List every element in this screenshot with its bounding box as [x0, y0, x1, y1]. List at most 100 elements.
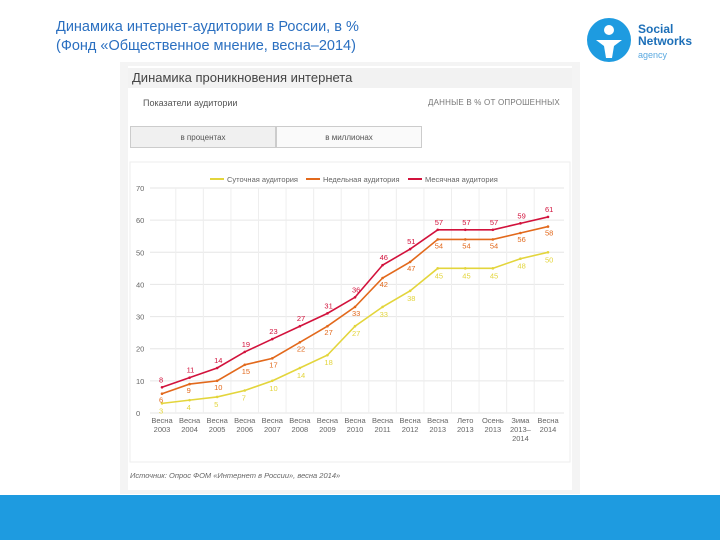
data-label: 33 — [352, 309, 360, 318]
data-label: 27 — [352, 329, 360, 338]
data-label: 18 — [324, 358, 332, 367]
data-label: 8 — [159, 375, 163, 384]
point — [215, 395, 219, 399]
legend-label: Суточная аудитория — [227, 175, 298, 184]
note-left: Показатели аудитории — [143, 98, 238, 108]
point — [519, 231, 522, 235]
data-label: 57 — [462, 218, 470, 227]
logo-name: Social Networks — [638, 22, 693, 48]
point — [353, 295, 357, 299]
subtitle: (Фонд «Общественное мнение, весна–2014) — [56, 38, 356, 54]
x-tick-label: Весна 2014 — [537, 416, 559, 434]
point — [160, 385, 164, 389]
tab[interactable]: в процентах — [130, 126, 276, 148]
point — [408, 289, 412, 293]
y-tick-label: 40 — [136, 280, 144, 289]
y-tick-label: 50 — [136, 248, 144, 257]
y-tick-label: 10 — [136, 377, 144, 386]
data-label: 6 — [159, 396, 163, 405]
data-label: 61 — [545, 205, 553, 214]
point — [463, 228, 467, 232]
point — [243, 389, 247, 392]
point — [215, 366, 219, 370]
note-right: ДАННЫЕ В % ОТ ОПРОШЕННЫХ — [428, 98, 560, 107]
x-tick-label: Весна 2003 — [151, 416, 173, 434]
point — [188, 382, 191, 386]
data-label: 45 — [435, 271, 443, 280]
point — [243, 350, 247, 354]
data-label: 17 — [269, 360, 277, 369]
data-label: 38 — [407, 294, 415, 303]
point — [491, 228, 495, 232]
x-tick-label: Лето 2013 — [456, 416, 474, 434]
data-label: 50 — [545, 255, 553, 264]
logo-text: Social Networks — [638, 23, 698, 47]
point — [298, 366, 302, 370]
x-tick-label: Осень 2013 — [481, 416, 504, 434]
point — [326, 312, 329, 315]
data-label: 57 — [435, 218, 443, 227]
tab[interactable]: в миллионах — [276, 126, 422, 148]
data-label: 5 — [214, 400, 218, 409]
x-tick-label: Весна 2004 — [178, 416, 201, 434]
logo-sub: agency — [638, 50, 668, 60]
legend-label: Месячная аудитория — [425, 175, 498, 184]
point — [436, 238, 440, 241]
source: Источник: Опрос ФОМ «Интернет в России»,… — [130, 471, 341, 480]
y-tick-label: 0 — [136, 409, 140, 418]
data-label: 9 — [187, 386, 191, 395]
x-tick-label: Весна 2007 — [261, 416, 283, 434]
point — [546, 215, 550, 219]
point — [188, 376, 191, 379]
data-label: 7 — [242, 394, 246, 403]
point — [326, 324, 329, 328]
y-tick-label: 30 — [136, 313, 144, 322]
data-label: 15 — [242, 367, 250, 376]
point — [546, 225, 550, 228]
data-label: 46 — [380, 253, 388, 262]
data-label: 51 — [407, 237, 415, 246]
point — [491, 267, 495, 270]
data-label: 58 — [545, 229, 553, 238]
y-tick-label: 60 — [136, 216, 144, 225]
point — [463, 238, 467, 241]
point — [519, 257, 522, 261]
y-tick-label: 70 — [136, 184, 144, 193]
point — [298, 340, 302, 344]
point — [298, 324, 302, 328]
point — [519, 222, 522, 225]
x-tick-label: Весна 2011 — [371, 416, 394, 434]
point — [270, 357, 274, 360]
data-label: 22 — [297, 344, 305, 353]
data-label: 57 — [490, 218, 498, 227]
footer-band — [0, 495, 720, 540]
data-label: 14 — [214, 356, 222, 365]
data-label: 59 — [517, 211, 525, 220]
data-label: 10 — [269, 384, 277, 393]
logo-icon — [587, 18, 631, 62]
data-label: 14 — [297, 371, 305, 380]
x-tick-label: Весна 2012 — [399, 416, 421, 434]
data-label: 27 — [324, 328, 332, 337]
point — [326, 353, 329, 357]
point — [160, 402, 164, 405]
point — [270, 379, 274, 383]
point — [408, 260, 412, 264]
point — [353, 324, 357, 328]
data-label: 3 — [159, 406, 163, 415]
point — [160, 392, 164, 396]
point — [215, 379, 219, 383]
point — [188, 398, 191, 402]
point — [436, 228, 440, 232]
title: Динамика интернет-аудитории в России, в … — [56, 19, 359, 35]
data-label: 23 — [269, 327, 277, 336]
data-label: 11 — [187, 366, 195, 375]
data-label: 19 — [242, 340, 250, 349]
slide-title: Динамика интернет-аудитории в России, в … — [56, 18, 556, 56]
point — [381, 276, 384, 280]
data-label: 56 — [517, 235, 525, 244]
point — [381, 305, 384, 309]
x-tick-label: Весна 2006 — [234, 416, 256, 434]
data-label: 54 — [462, 241, 470, 250]
